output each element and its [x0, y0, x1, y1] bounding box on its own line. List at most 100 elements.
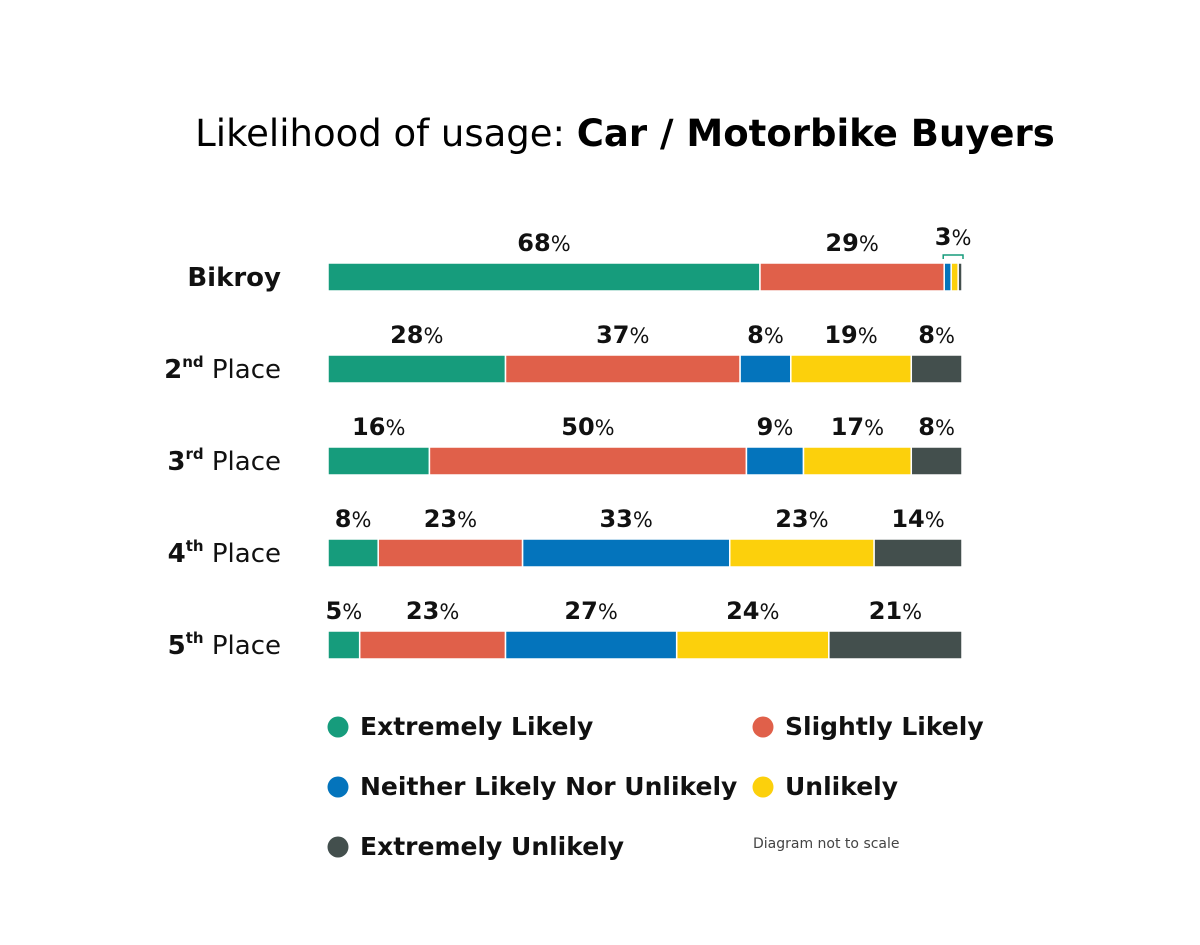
bar-segment-row5-series4: [675, 630, 830, 660]
data-label-value: 23: [406, 597, 439, 625]
bar-segment-row3-series1: [327, 446, 431, 476]
data-label-percent: %: [859, 232, 879, 256]
bar-segment-row2-series1: [327, 354, 507, 384]
data-label-percent: %: [759, 600, 779, 624]
data-label-row2-series3: 8%: [747, 321, 784, 349]
data-label-row5-series2: 23%: [406, 597, 459, 625]
data-label-row3-series5: 8%: [918, 413, 955, 441]
bar-segment-row1-series4: [950, 262, 959, 292]
chart-title: Likelihood of usage: Car / Motorbike Buy…: [195, 112, 1055, 155]
bar-segment-row1-series3: [943, 262, 952, 292]
data-label-value: 37: [596, 321, 629, 349]
data-label-row4-series4: 23%: [775, 505, 828, 533]
group-bracket: [942, 254, 964, 259]
bar-segment-row1-series1: [327, 262, 761, 292]
row-label-rest: Place: [204, 447, 281, 477]
row-label-rest: Place: [204, 539, 281, 569]
data-label-percent: %: [951, 226, 971, 250]
data-label-percent: %: [351, 508, 371, 532]
data-label-value: 8: [335, 505, 352, 533]
data-label-value: 17: [831, 413, 864, 441]
data-label-percent: %: [902, 600, 922, 624]
bar-segment-row5-series1: [327, 630, 361, 660]
legend-label-4: Unlikely: [785, 772, 898, 801]
bar-segment-row4-series1: [327, 538, 379, 568]
bar-segment-row1-series5: [957, 262, 963, 292]
bar-segment-row5-series3: [504, 630, 678, 660]
legend-label-1: Extremely Likely: [360, 712, 593, 741]
data-label-row3-series4: 17%: [831, 413, 884, 441]
bar-segment-row4-series5: [873, 538, 963, 568]
data-label-row5-series3: 27%: [564, 597, 617, 625]
bar-segment-row3-series2: [428, 446, 748, 476]
row-label-main: Bikroy: [187, 263, 281, 293]
data-label-percent: %: [935, 324, 955, 348]
chart-title-prefix: Likelihood of usage:: [195, 112, 577, 155]
data-label-row1-series1: 68%: [517, 229, 570, 257]
row-label-1: Bikroy: [187, 263, 281, 293]
data-label-value: 24: [726, 597, 759, 625]
data-label-percent: %: [423, 324, 443, 348]
bar-segment-row3-series3: [745, 446, 805, 476]
bar-segment-row4-series2: [377, 538, 524, 568]
bar-segment-row2-series2: [504, 354, 741, 384]
data-label-row3-series1: 16%: [352, 413, 405, 441]
data-label-percent: %: [809, 508, 829, 532]
data-label-row4-series5: 14%: [891, 505, 944, 533]
chart-title-main: Car / Motorbike Buyers: [577, 112, 1055, 155]
data-label-percent: %: [457, 508, 477, 532]
legend: Extremely Likely Slightly Likely Neither L…: [327, 712, 984, 861]
bar-segment-row4-series3: [521, 538, 731, 568]
data-label-value: 16: [352, 413, 385, 441]
data-label-percent: %: [925, 508, 945, 532]
row-label-3: 3rd Place: [167, 445, 281, 477]
data-label-row2-series5: 8%: [918, 321, 955, 349]
bar-segment-row1-series2: [759, 262, 945, 292]
bar-segment-row2-series5: [910, 354, 963, 384]
data-label-percent: %: [342, 600, 362, 624]
row-label-main: 4: [168, 539, 186, 569]
legend-label-2: Slightly Likely: [785, 712, 984, 741]
row-label-main: 5: [168, 631, 186, 661]
data-label-row2-series1: 28%: [390, 321, 443, 349]
data-label-value: 8: [918, 413, 935, 441]
row-label-rest: Place: [204, 631, 281, 661]
legend-swatch-4: [752, 776, 774, 798]
data-label-value: 23: [775, 505, 808, 533]
data-label-value: 27: [564, 597, 597, 625]
data-label-value: 68: [517, 229, 550, 257]
bar-segment-row5-series5: [828, 630, 963, 660]
data-label-row1-series2: 29%: [825, 229, 878, 257]
data-label-percent: %: [935, 416, 955, 440]
data-label-percent: %: [551, 232, 571, 256]
data-label-value: 29: [825, 229, 858, 257]
data-label-percent: %: [773, 416, 793, 440]
data-label-value: 23: [424, 505, 457, 533]
data-label-value: 50: [561, 413, 594, 441]
data-label-row1-series3: 3%: [935, 223, 972, 251]
bar-segment-row3-series4: [802, 446, 913, 476]
data-label-percent: %: [864, 416, 884, 440]
data-label-row4-series2: 23%: [424, 505, 477, 533]
row-label-sup: nd: [182, 353, 203, 371]
data-label-value: 5: [326, 597, 343, 625]
data-label-percent: %: [764, 324, 784, 348]
data-label-value: 3: [935, 223, 952, 251]
legend-label-5: Extremely Unlikely: [360, 832, 624, 861]
row-label-sup: rd: [185, 445, 203, 463]
data-label-row5-series5: 21%: [869, 597, 922, 625]
bar-segment-row5-series2: [358, 630, 507, 660]
data-label-row2-series2: 37%: [596, 321, 649, 349]
row-label-5: 5th Place: [168, 629, 281, 661]
data-label-value: 28: [390, 321, 423, 349]
row-label-rest: Place: [204, 355, 281, 385]
data-label-value: 14: [891, 505, 924, 533]
data-label-value: 33: [599, 505, 632, 533]
row-label-main: 2: [164, 355, 182, 385]
data-label-percent: %: [630, 324, 650, 348]
data-label-row4-series1: 8%: [335, 505, 372, 533]
data-label-value: 19: [824, 321, 857, 349]
data-label-value: 8: [918, 321, 935, 349]
bar-segment-row4-series4: [728, 538, 875, 568]
